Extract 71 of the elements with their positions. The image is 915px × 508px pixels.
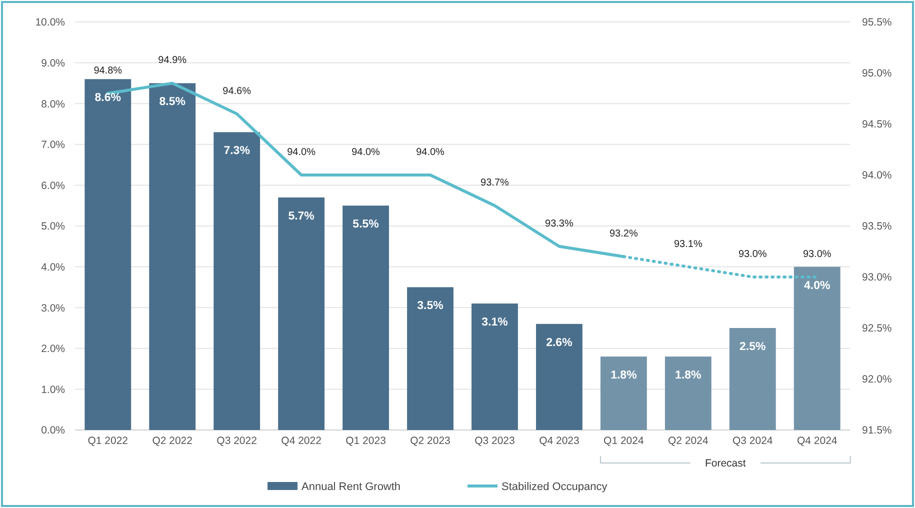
data-label: 8.6% — [94, 92, 121, 104]
data-label: 94.8% — [94, 65, 122, 76]
bar — [664, 356, 712, 430]
y2-tick-label: 93.0% — [862, 272, 892, 284]
data-label: 94.9% — [158, 55, 187, 66]
bar — [472, 304, 518, 430]
data-label: 93.1% — [674, 238, 702, 250]
y2-tick-label: 95.5% — [862, 16, 892, 29]
bar — [794, 266, 840, 430]
y-tick-label: 6.0% — [41, 180, 65, 192]
data-label: 5.5% — [352, 218, 379, 231]
legend-label: Stabilized Occupancy — [502, 480, 608, 493]
x-tick-label: Q4 2024 — [796, 435, 838, 447]
data-label: 93.7% — [480, 178, 510, 189]
bar — [214, 132, 260, 430]
data-label: 94.0% — [416, 147, 445, 158]
x-tick-label: Q3 2023 — [474, 435, 516, 447]
y2-tick-label: 93.5% — [862, 220, 892, 233]
bar — [536, 324, 582, 430]
text: Forecast — [704, 458, 746, 470]
y-tick-label: 8.0% — [41, 98, 65, 110]
x-tick-label: Q4 2023 — [539, 435, 580, 447]
bar — [149, 83, 196, 430]
data-label: 1.8% — [675, 370, 702, 382]
data-label: 93.3% — [545, 218, 574, 230]
y-tick-label: 0.0% — [41, 424, 65, 437]
data-label: 94.0% — [352, 147, 380, 158]
x-tick-label: Q4 2022 — [281, 435, 322, 447]
y2-tick-label: 91.5% — [862, 424, 892, 437]
x-tick-label: Q2 2023 — [410, 435, 451, 447]
y-tick-label: 7.0% — [41, 139, 65, 152]
y-tick-label: 9.0% — [41, 57, 65, 70]
x-tick-label: Q2 2022 — [152, 435, 193, 447]
bar — [600, 356, 647, 430]
y-tick-label: 4.0% — [41, 261, 65, 274]
data-label: 5.7% — [288, 210, 314, 222]
data-label: 2.5% — [740, 341, 766, 353]
bar — [729, 328, 776, 430]
y-tick-label: 2.0% — [41, 343, 65, 356]
x-tick-label: Q3 2024 — [732, 435, 773, 447]
x-tick-label: Q2 2024 — [668, 435, 708, 447]
data-label: 94.6% — [222, 86, 252, 97]
x-tick-label: Q1 2023 — [346, 435, 386, 447]
bar — [342, 206, 389, 430]
y2-tick-label: 94.5% — [862, 118, 892, 131]
data-label: 2.6% — [546, 336, 572, 349]
data-label: 4.0% — [804, 280, 830, 292]
data-label: 7.3% — [224, 145, 250, 158]
y-tick-label: 3.0% — [41, 302, 65, 314]
data-label: 1.8% — [610, 370, 637, 382]
x-tick-label: Q1 2022 — [88, 435, 128, 447]
y-tick-label: 5.0% — [41, 220, 65, 233]
bar — [84, 79, 132, 430]
y2-tick-label: 92.5% — [862, 322, 892, 335]
data-label: 94.0% — [287, 147, 316, 158]
x-tick-label: Q1 2024 — [604, 435, 644, 447]
data-label: 93.0% — [738, 249, 767, 260]
y-tick-label: 10.0% — [35, 16, 65, 29]
data-label: 3.5% — [417, 300, 444, 312]
data-label: 93.0% — [802, 249, 832, 260]
bar — [407, 287, 454, 430]
y2-tick-label: 95.0% — [862, 68, 892, 80]
data-label: 8.5% — [159, 96, 186, 108]
y2-tick-label: 94.0% — [862, 170, 892, 182]
data-label: 93.2% — [610, 228, 638, 240]
bar — [278, 197, 325, 430]
y2-tick-label: 92.0% — [862, 374, 892, 386]
legend-label: Annual Rent Growth — [302, 480, 401, 493]
x-tick-label: Q3 2022 — [216, 435, 258, 447]
data-label: 3.1% — [482, 316, 508, 329]
y-tick-label: 1.0% — [41, 384, 65, 396]
